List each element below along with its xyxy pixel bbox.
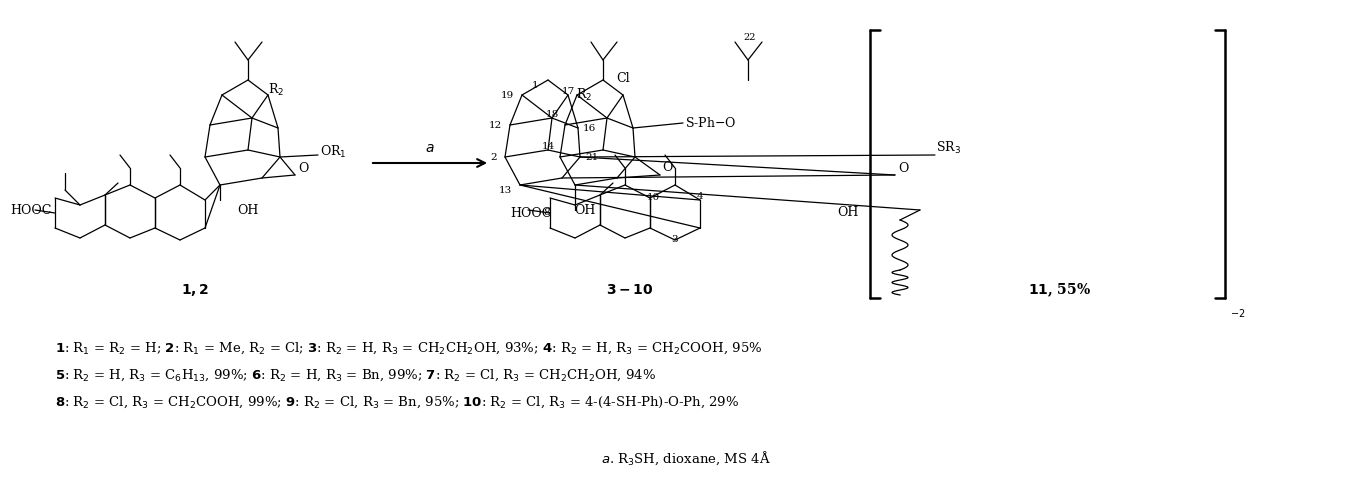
Text: 19: 19 (501, 90, 514, 99)
Text: Cl: Cl (616, 72, 630, 85)
Text: O: O (899, 162, 908, 175)
Text: $\mathbf{1, 2}$: $\mathbf{1, 2}$ (181, 282, 209, 298)
Text: $\mathbf{5}$: R$_2$ = H, R$_3$ = C$_6$H$_{13}$, 99%; $\mathbf{6}$: R$_2$ = H, R$: $\mathbf{5}$: R$_2$ = H, R$_3$ = C$_6$H$… (55, 367, 656, 383)
Text: S-Ph$-$O: S-Ph$-$O (685, 116, 737, 130)
Text: 21: 21 (584, 153, 598, 162)
Text: OH: OH (575, 204, 595, 217)
Text: 17: 17 (561, 87, 575, 96)
Text: HOOC: HOOC (10, 204, 51, 217)
Text: $\mathbf{8}$: R$_2$ = Cl, R$_3$ = CH$_2$COOH, 99%; $\mathbf{9}$: R$_2$ = Cl, R$_: $\mathbf{8}$: R$_2$ = Cl, R$_3$ = CH$_2$… (55, 394, 740, 410)
Text: $\mathbf{1}$: R$_1$ = R$_2$ = H; $\mathbf{2}$: R$_1$ = Me, R$_2$ = Cl; $\mathbf{: $\mathbf{1}$: R$_1$ = R$_2$ = H; $\mathb… (55, 340, 763, 356)
Text: $\mathit{a}$. R$_3$SH, dioxane, MS 4Å: $\mathit{a}$. R$_3$SH, dioxane, MS 4Å (601, 449, 771, 467)
Text: $\mathbf{3 - 10}$: $\mathbf{3 - 10}$ (606, 283, 653, 297)
Text: R$_2$: R$_2$ (268, 82, 284, 98)
Text: 2: 2 (490, 153, 497, 162)
Text: OH: OH (237, 204, 259, 217)
Text: SR$_3$: SR$_3$ (936, 140, 960, 156)
Text: O: O (298, 162, 309, 175)
Text: 1: 1 (531, 80, 538, 89)
Text: 16: 16 (583, 123, 597, 133)
Text: 22: 22 (744, 33, 756, 42)
Text: $a$: $a$ (425, 141, 435, 155)
Text: 3: 3 (672, 235, 678, 244)
Text: OH: OH (837, 206, 859, 219)
Text: $_{-2}$: $_{-2}$ (1231, 306, 1246, 320)
Text: 12: 12 (488, 120, 502, 130)
Text: 8: 8 (543, 208, 550, 217)
Text: HOOC: HOOC (510, 207, 552, 220)
Text: R$_2$: R$_2$ (576, 87, 593, 103)
Text: $\mathbf{11}$, 55%: $\mathbf{11}$, 55% (1029, 281, 1092, 299)
Text: OR$_1$: OR$_1$ (320, 144, 347, 160)
Text: 14: 14 (542, 142, 554, 151)
Text: O: O (663, 161, 672, 174)
Text: 4: 4 (697, 192, 704, 201)
Text: 13: 13 (499, 186, 512, 195)
Text: 10: 10 (646, 193, 660, 202)
Text: 18: 18 (546, 110, 558, 119)
